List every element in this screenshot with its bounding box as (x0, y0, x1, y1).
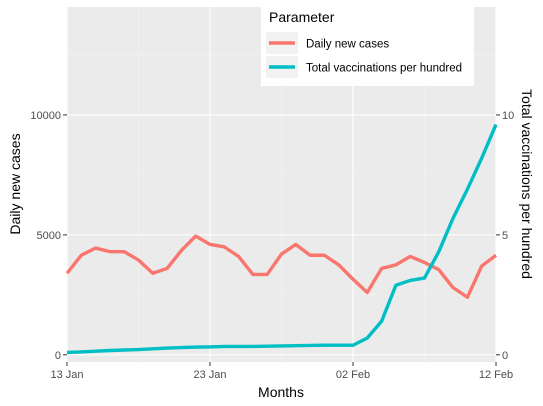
y-tick-label-left: 0 (55, 350, 61, 362)
y-tick-label-right: 10 (502, 110, 514, 122)
x-axis-title: Months (258, 384, 304, 400)
x-tick-label: 12 Feb (479, 369, 513, 381)
x-tick-label: 23 Jan (193, 369, 226, 381)
legend: Parameter Daily new cases Total vaccinat… (261, 6, 474, 86)
legend-label-total-vaccinations: Total vaccinations per hundred (306, 63, 462, 75)
y-tick-label-right: 5 (502, 230, 508, 242)
y-tick-label-right: 0 (502, 350, 508, 362)
legend-label-daily-new-cases: Daily new cases (306, 39, 389, 51)
x-tick-label: 02 Feb (336, 369, 370, 381)
y-tick-label-left: 5000 (37, 230, 61, 242)
legend-title: Parameter (269, 9, 335, 25)
y-tick-label-left: 10000 (30, 110, 61, 122)
y-axis-title-left: Daily new cases (7, 133, 23, 234)
x-tick-label: 13 Jan (50, 369, 83, 381)
y-axis-title-right: Total vaccinations per hundred (519, 89, 535, 279)
